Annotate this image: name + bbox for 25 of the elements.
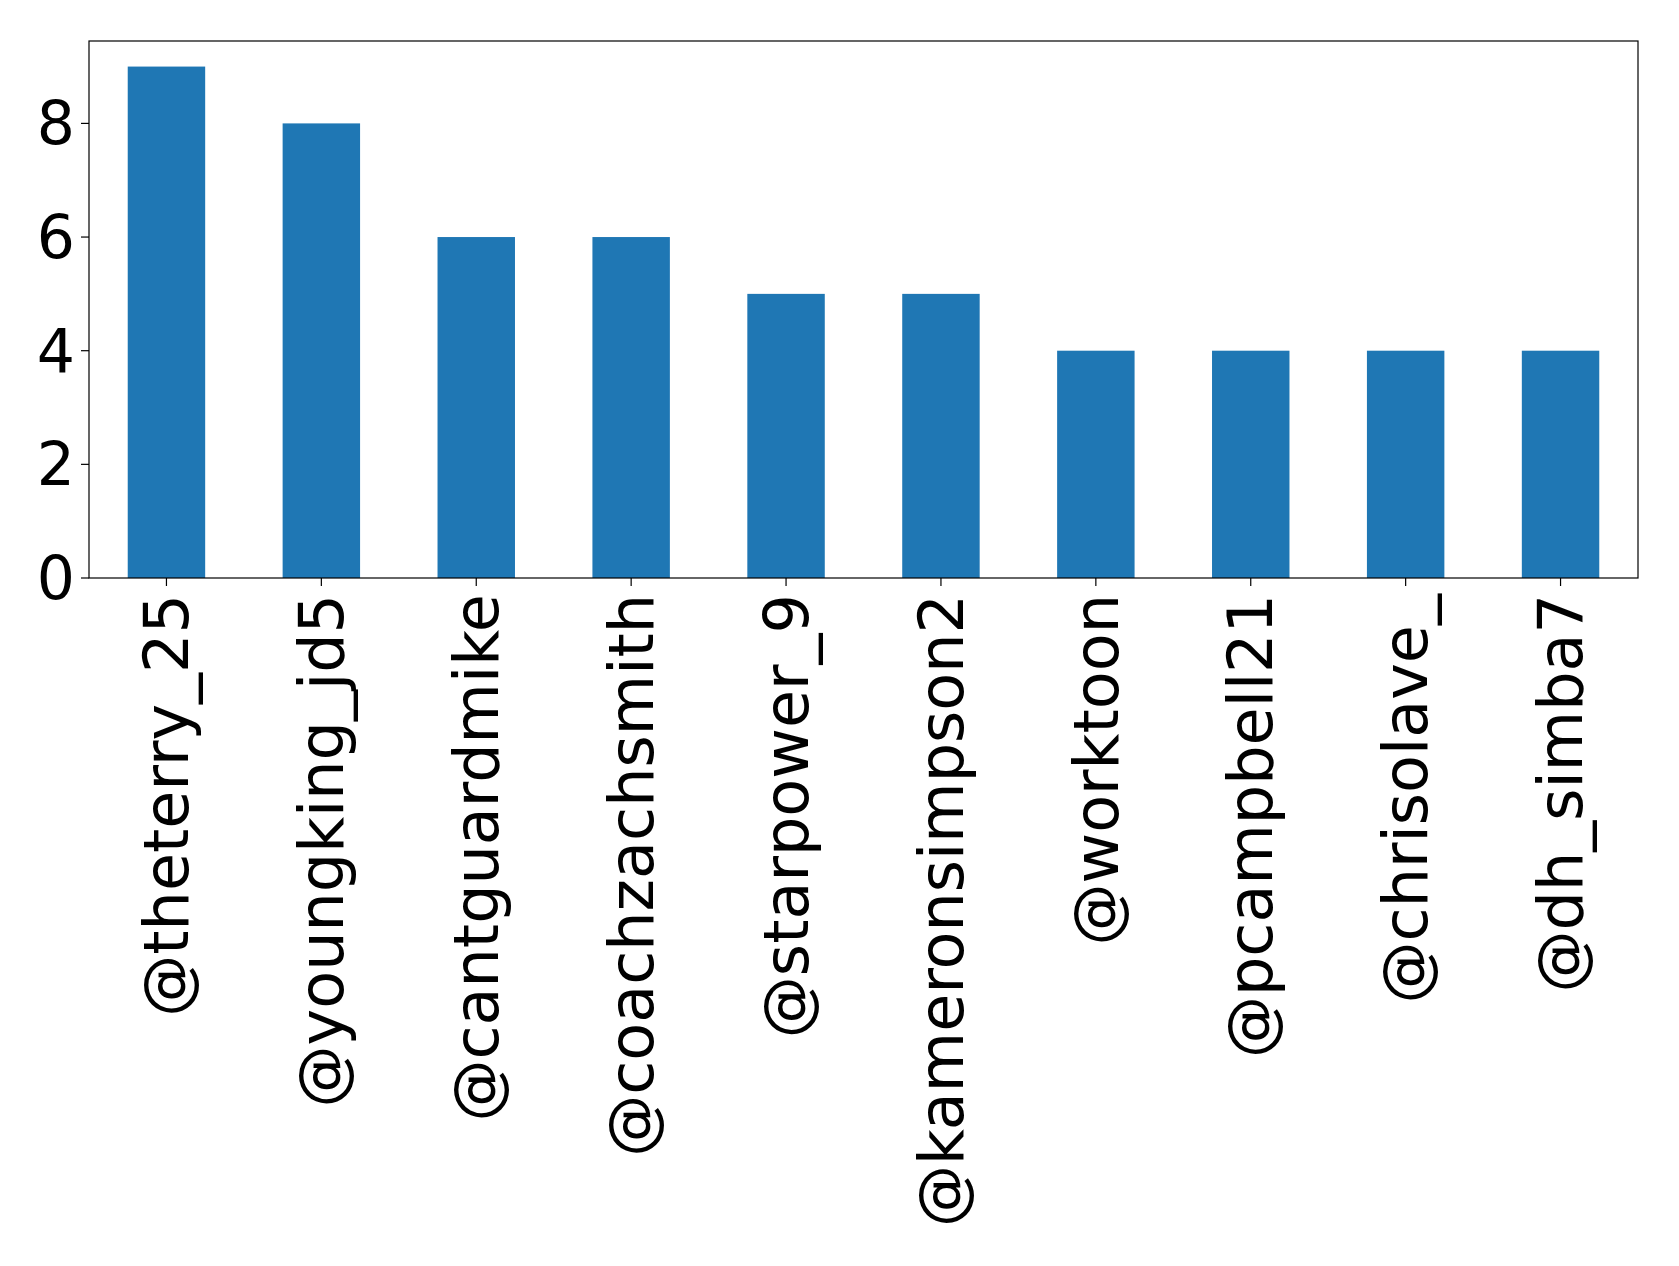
bar — [1212, 350, 1290, 578]
bar — [437, 237, 515, 578]
x-tick-label: @worktoon — [1059, 594, 1133, 946]
bar — [902, 293, 980, 578]
x-tick-label: @theterry_25 — [130, 594, 204, 1017]
bar — [1366, 350, 1445, 578]
x-tick-label: @chrisolave_ — [1369, 593, 1443, 1004]
bar — [592, 237, 670, 578]
y-tick-label: 8 — [36, 88, 75, 159]
x-tick-label: @starpower_9 — [749, 594, 823, 1039]
x-tick-label: @dh_simba7 — [1524, 594, 1598, 993]
y-tick-label: 0 — [36, 543, 75, 613]
x-tick-label: @pcampbell21 — [1214, 594, 1288, 1059]
y-tick-label: 2 — [36, 429, 75, 500]
bar — [747, 293, 825, 578]
bar — [1057, 350, 1135, 578]
bar — [1521, 350, 1600, 578]
bar — [282, 123, 361, 578]
x-tick-label: @cantguardmike — [439, 594, 513, 1122]
x-tick-label: @youngking_jd5 — [285, 594, 359, 1108]
x-tick-label: @coachzachsmith — [594, 594, 668, 1157]
x-tick-label: @kameronsimpson2 — [904, 594, 978, 1227]
bar — [127, 66, 206, 578]
y-tick-label: 6 — [36, 202, 75, 273]
y-tick-label: 4 — [36, 315, 75, 386]
